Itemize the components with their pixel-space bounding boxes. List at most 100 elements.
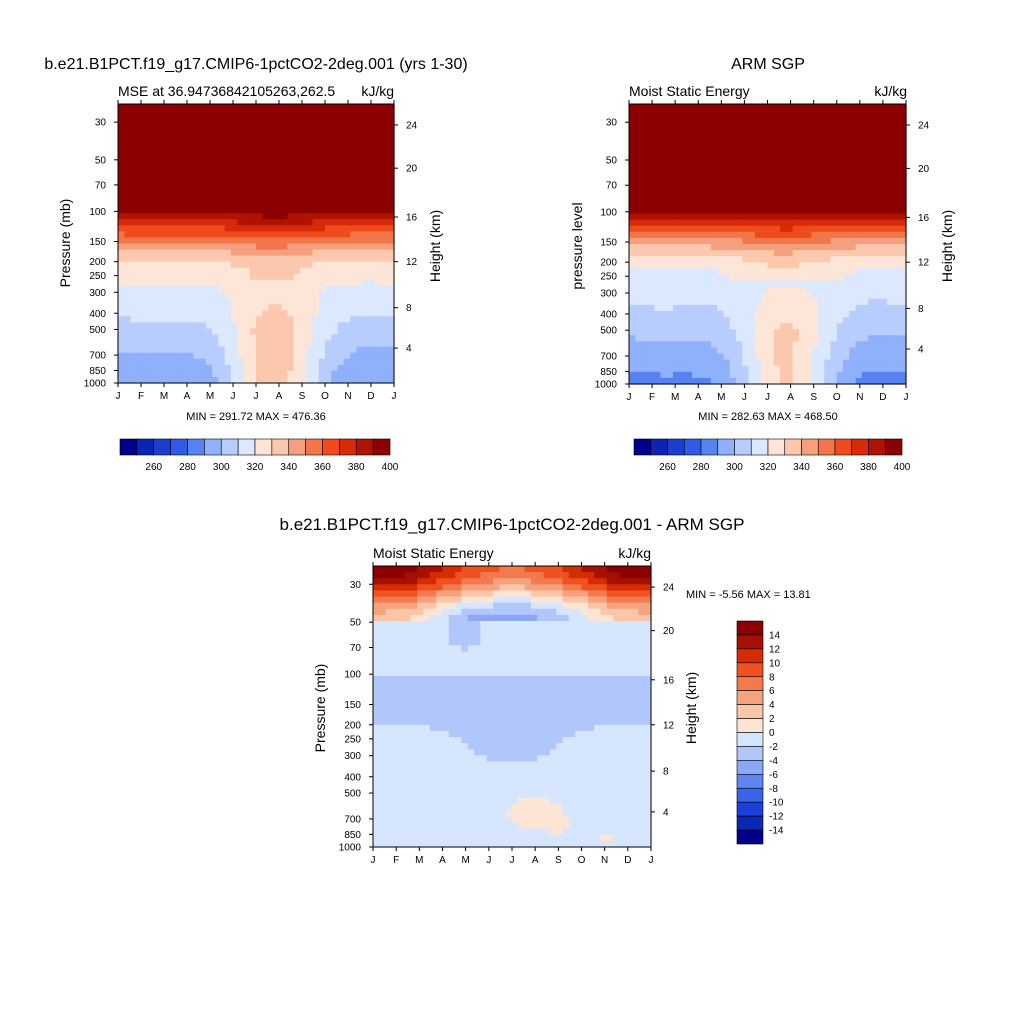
contour-cell — [299, 249, 307, 257]
contour-cell — [274, 207, 282, 214]
panel-diff-right-string: kJ/kg — [618, 545, 651, 561]
contour-cell — [874, 225, 882, 233]
contour-cell — [880, 317, 888, 324]
contour-cell — [256, 279, 263, 287]
contour-cell — [742, 110, 750, 117]
contour-cell — [855, 170, 863, 178]
contour-cell — [836, 225, 844, 233]
contour-cell — [861, 298, 869, 306]
contour-cell — [467, 596, 475, 604]
contour-cell — [187, 194, 194, 202]
contour-cell — [780, 341, 787, 349]
contour-cell — [798, 341, 806, 349]
contour-cell — [754, 134, 762, 142]
contour-cell — [537, 651, 545, 659]
contour-cell — [880, 329, 888, 336]
contour-cell — [666, 116, 674, 123]
contour-cell — [537, 602, 545, 610]
contour-cell — [673, 244, 680, 251]
contour-cell — [350, 104, 357, 111]
contour-cell — [193, 322, 201, 330]
contour-cell — [704, 116, 712, 123]
contour-cell — [723, 231, 731, 239]
contour-cell — [410, 566, 418, 573]
contour-cell — [218, 370, 226, 378]
contour-cell — [343, 110, 351, 117]
contour-cell — [710, 365, 718, 373]
contour-cell — [786, 183, 794, 190]
contour-cell — [455, 620, 463, 628]
contour-cell — [629, 213, 636, 221]
contour-cell — [887, 329, 895, 336]
contour-cell — [381, 146, 389, 154]
contour-cell — [249, 176, 257, 184]
contour-cell — [180, 194, 188, 202]
contour-cell — [698, 146, 706, 154]
contour-cell — [262, 376, 270, 384]
contour-cell — [786, 244, 794, 251]
contour-cell — [600, 602, 608, 610]
contour-cell — [381, 104, 389, 111]
contour-cell — [767, 365, 775, 373]
contour-cell — [748, 310, 756, 318]
contour-cell — [124, 304, 132, 311]
contour-cell — [518, 639, 526, 647]
contour-cell — [274, 152, 282, 160]
contour-cell — [161, 249, 169, 257]
contour-cell — [723, 262, 731, 269]
contour-cell — [224, 128, 232, 135]
contour-cell — [299, 364, 307, 372]
contour-cell — [824, 310, 832, 318]
contour-cell — [641, 104, 649, 111]
contour-cell — [398, 627, 406, 634]
contour-cell — [723, 317, 731, 324]
contour-cell — [562, 566, 570, 573]
contour-cell — [748, 225, 756, 233]
contour-cell — [660, 323, 668, 330]
contour-cell — [212, 213, 219, 220]
contour-cell — [436, 627, 444, 634]
contour-cell — [262, 104, 270, 111]
contour-cell — [729, 189, 737, 196]
contour-cell — [632, 602, 639, 610]
contour-cell — [654, 189, 662, 196]
contour-cell — [660, 329, 668, 336]
contour-cell — [268, 170, 276, 178]
contour-cell — [729, 359, 737, 367]
contour-cell — [256, 110, 263, 117]
contour-cell — [199, 304, 207, 311]
contour-cell — [168, 328, 176, 336]
contour-cell — [268, 352, 276, 360]
contour-cell — [325, 134, 332, 141]
contour-cell — [880, 353, 888, 361]
contour-cell — [836, 177, 844, 184]
contour-cell — [480, 639, 488, 647]
contour-cell — [306, 273, 314, 281]
contour-cell — [811, 280, 819, 288]
contour-cell — [773, 377, 781, 385]
contour-cell — [368, 279, 376, 287]
contour-cell — [205, 152, 213, 160]
contour-cell — [861, 146, 869, 154]
contour-cell — [442, 590, 450, 598]
contour-cell — [237, 243, 245, 251]
contour-cell — [368, 213, 376, 220]
contour-cell — [824, 292, 832, 300]
contour-cell — [218, 231, 226, 239]
contour-cell — [798, 329, 806, 336]
contour-cell — [736, 225, 743, 233]
contour-cell — [880, 323, 888, 330]
contour-cell — [410, 590, 418, 598]
contour-cell — [118, 231, 125, 239]
contour-cell — [193, 231, 201, 239]
contour-cell — [180, 237, 188, 245]
contour-cell — [606, 657, 614, 665]
contour-cell — [124, 298, 132, 305]
contour-cell — [212, 358, 219, 366]
contour-cell — [180, 188, 188, 196]
contour-cell — [218, 110, 226, 117]
contour-cell — [874, 207, 882, 215]
contour-cell — [767, 274, 775, 282]
contour-cell — [312, 170, 320, 178]
contour-cell — [256, 170, 263, 178]
